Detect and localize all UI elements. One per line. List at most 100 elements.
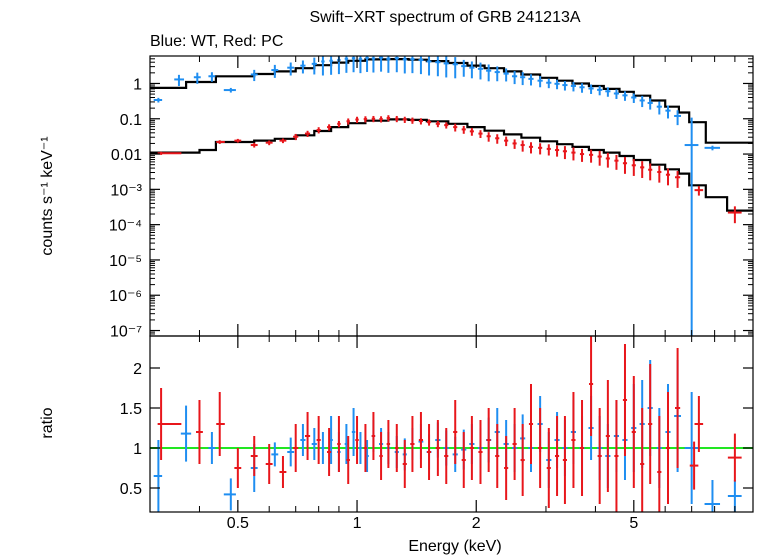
data-point-pc-14 (363, 424, 368, 472)
data-point-wt-18 (378, 56, 384, 72)
data-point-pc-49 (657, 416, 662, 512)
data-point-pc-25 (453, 400, 458, 464)
data-point-pc-28 (486, 132, 491, 142)
data-point-wt-26 (443, 56, 449, 78)
data-point-pc-6 (279, 456, 287, 488)
data-point-pc-0 (157, 151, 182, 155)
data-point-wt-44 (597, 85, 603, 96)
data-point-pc-4 (250, 436, 258, 476)
data-point-wt-53 (674, 110, 681, 126)
data-point-pc-11 (346, 118, 350, 125)
data-point-pc-45 (631, 159, 636, 176)
data-point-wt-25 (435, 56, 441, 77)
data-point-wt-20 (394, 56, 399, 73)
data-point-pc-12 (346, 436, 350, 484)
data-point-wt-2 (193, 72, 201, 84)
data-point-pc-52 (694, 396, 704, 452)
data-point-wt-37 (537, 76, 543, 88)
data-point-pc-41 (589, 336, 594, 436)
data-point-wt-7 (300, 424, 306, 456)
data-point-wt-47 (622, 91, 628, 101)
data-point-wt-32 (494, 66, 500, 82)
data-point-pc-20 (410, 416, 415, 472)
data-point-pc-38 (571, 147, 576, 161)
data-point-wt-29 (469, 61, 475, 79)
data-point-pc-20 (418, 118, 423, 125)
y-tick-label-ratio: 2 (133, 361, 142, 378)
data-point-wt-46 (613, 89, 620, 99)
data-point-wt-31 (486, 64, 492, 82)
data-point-pc-15 (371, 412, 376, 460)
data-point-pc-10 (337, 121, 341, 128)
data-point-pc-10 (327, 428, 332, 476)
data-point-pc-35 (546, 144, 551, 156)
data-point-pc-47 (640, 408, 645, 512)
data-point-pc-26 (469, 127, 474, 136)
data-point-pc-27 (469, 416, 474, 480)
data-point-wt-33 (503, 68, 509, 82)
y-tick-label-spectrum: 10⁻³ (110, 182, 142, 199)
x-tick-label: 5 (629, 515, 638, 532)
data-point-wt-19 (386, 56, 391, 73)
data-point-wt-3 (208, 72, 216, 82)
data-point-pc-17 (395, 115, 399, 123)
data-point-pc-39 (579, 148, 585, 162)
data-point-wt-54 (684, 117, 699, 336)
data-point-pc-29 (486, 408, 491, 472)
data-point-wt-8 (300, 60, 306, 74)
data-point-wt-1 (174, 74, 185, 87)
data-point-wt-48 (631, 93, 637, 103)
data-point-wt-34 (512, 71, 518, 85)
chart-title: Swift−XRT spectrum of GRB 241213A (309, 9, 580, 26)
data-point-pc-40 (589, 149, 594, 163)
y-tick-label-spectrum: 10⁻⁵ (109, 253, 142, 270)
data-point-pc-2 (216, 392, 225, 456)
plot-layer: 1 0.1 0.01 10⁻³ 10⁻⁴ 10⁻⁵ 10⁻⁶ 10⁻⁷ 0.5 1 1.5 2 0.5 1… (109, 55, 754, 532)
data-point-pc-3 (250, 142, 258, 148)
y-tick-label-spectrum: 0.1 (120, 112, 142, 129)
data-point-wt-51 (656, 101, 662, 115)
y-tick-label-spectrum: 10⁻⁷ (110, 324, 142, 341)
data-point-pc-44 (614, 400, 619, 512)
data-point-pc-31 (512, 139, 517, 149)
data-point-pc-51 (694, 186, 704, 196)
model-line-pc (150, 118, 753, 212)
x-axis-label: Energy (keV) (408, 538, 501, 555)
data-point-pc-35 (538, 408, 543, 488)
data-point-wt-8 (311, 428, 317, 460)
data-point-pc-24 (444, 428, 449, 484)
data-point-pc-32 (520, 140, 525, 152)
data-point-pc-44 (622, 157, 628, 174)
data-point-pc-11 (337, 416, 341, 472)
model-line-wt (150, 58, 753, 144)
data-point-wt-55 (704, 145, 721, 151)
y-axis-label-spectrum: counts s⁻¹ keV⁻¹ (39, 136, 56, 255)
data-point-pc-42 (605, 152, 610, 168)
data-point-pc-13 (363, 116, 368, 123)
data-point-wt-14 (358, 432, 363, 464)
x-tick-label: 2 (472, 515, 481, 532)
data-point-pc-9 (316, 416, 321, 464)
data-point-pc-37 (554, 416, 560, 496)
data-point-pc-7 (293, 424, 299, 472)
data-point-pc-42 (597, 408, 602, 504)
data-point-pc-25 (461, 125, 466, 134)
panel-spectrum-frame (149, 55, 754, 337)
data-point-pc-16 (386, 115, 391, 122)
data-point-wt-11 (329, 56, 333, 75)
data-point-wt-10 (321, 56, 325, 76)
data-point-wt-6 (287, 437, 295, 467)
data-point-wt-9 (311, 57, 317, 75)
data-point-pc-4 (265, 140, 273, 146)
data-point-wt-42 (579, 83, 585, 93)
data-point-wt-52 (665, 105, 671, 119)
data-point-pc-48 (657, 165, 662, 183)
data-point-pc-7 (304, 130, 311, 138)
data-point-wt-22 (410, 56, 415, 74)
data-point-pc-36 (546, 428, 551, 508)
data-point-pc-24 (453, 123, 458, 132)
data-point-pc-19 (402, 440, 407, 488)
data-point-wt-49 (639, 95, 645, 108)
x-tick-label: 1 (353, 515, 362, 532)
